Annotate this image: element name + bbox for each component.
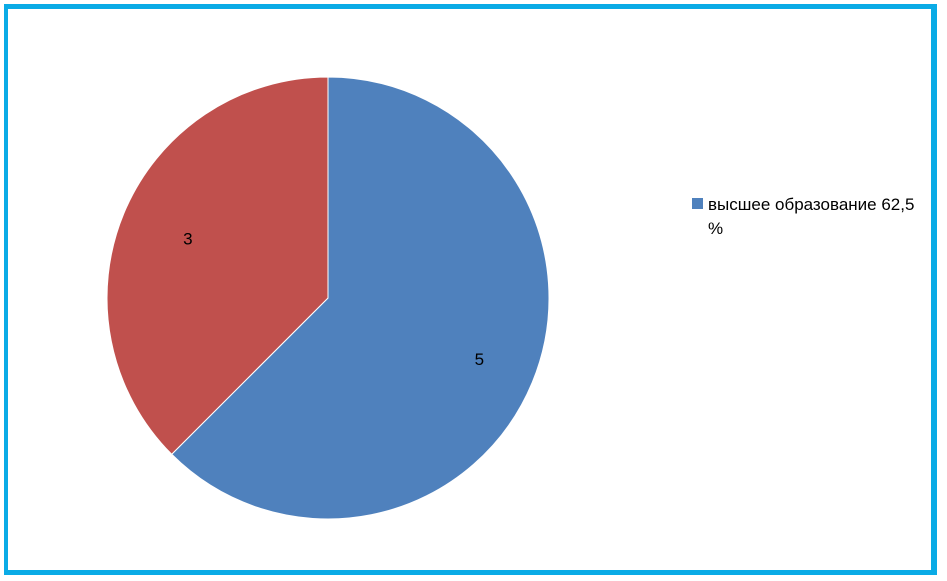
pie-slices bbox=[106, 76, 550, 520]
pie-data-label-0: 5 bbox=[475, 350, 484, 369]
legend: высшее образование 62,5 % bbox=[692, 193, 942, 241]
legend-entry-0-label: высшее образование 62,5 % bbox=[708, 195, 915, 238]
pie-data-label-1: 3 bbox=[183, 229, 192, 248]
pie-slice-0 bbox=[171, 76, 550, 520]
pie-slice-1 bbox=[106, 76, 329, 455]
legend-swatch-0 bbox=[692, 198, 703, 209]
pie-data-labels: 53 bbox=[183, 229, 484, 369]
